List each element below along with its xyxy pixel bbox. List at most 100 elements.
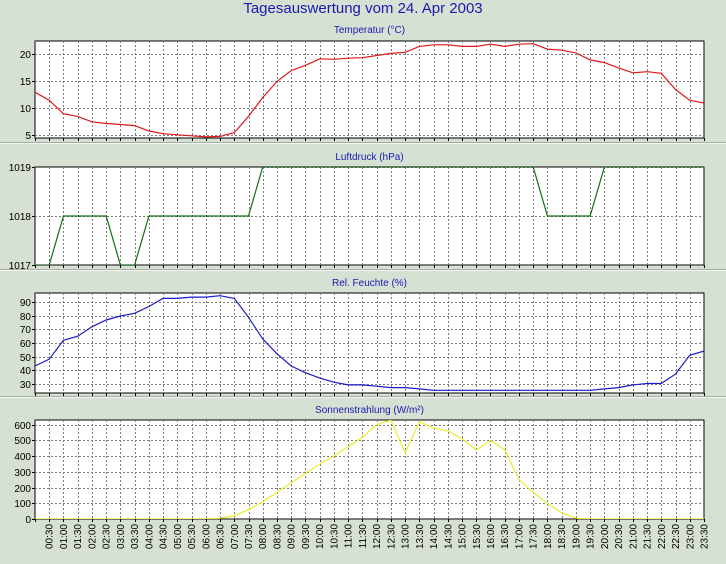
data-point bbox=[561, 215, 563, 217]
x-tick-label: 21:00 bbox=[628, 524, 639, 549]
data-point bbox=[290, 166, 292, 168]
y-tick-label: 30 bbox=[20, 380, 32, 391]
y-tick-label: 50 bbox=[20, 353, 32, 364]
data-point bbox=[276, 80, 278, 82]
data-point bbox=[361, 57, 363, 59]
data-point bbox=[77, 215, 79, 217]
y-tick-label: 70 bbox=[20, 325, 32, 336]
data-point bbox=[532, 166, 534, 168]
data-point bbox=[219, 215, 221, 217]
data-point bbox=[361, 436, 363, 438]
chart-2: Luftdruck (hPa) 1017 1018 1019 bbox=[9, 152, 705, 272]
x-tick-label: 15:00 bbox=[458, 524, 469, 549]
data-point bbox=[333, 58, 335, 60]
y-tick-label: 1018 bbox=[9, 212, 32, 223]
data-point bbox=[162, 215, 164, 217]
data-point bbox=[247, 508, 249, 510]
x-tick-label: 01:00 bbox=[59, 524, 70, 549]
x-tick-label: 10:30 bbox=[329, 524, 340, 549]
data-point bbox=[632, 166, 634, 168]
data-point bbox=[518, 166, 520, 168]
data-point bbox=[447, 389, 449, 391]
y-tick-label: 5 bbox=[25, 131, 31, 142]
data-point bbox=[148, 130, 150, 132]
x-tick-label: 11:30 bbox=[358, 524, 369, 549]
x-tick-label: 09:30 bbox=[301, 524, 312, 549]
data-point bbox=[660, 72, 662, 74]
y-tick-label: 300 bbox=[14, 468, 31, 479]
data-point bbox=[34, 91, 36, 93]
chart-3: Rel. Feuchte (%) 30 40 50 60 70 80 90 bbox=[20, 278, 705, 396]
x-tick-label: 19:30 bbox=[586, 524, 597, 549]
x-tick-label: 22:00 bbox=[657, 524, 668, 549]
data-point bbox=[404, 166, 406, 168]
data-point bbox=[219, 135, 221, 137]
data-point bbox=[361, 166, 363, 168]
series-line bbox=[35, 420, 704, 519]
x-tick-label: 21:30 bbox=[643, 524, 654, 549]
data-point bbox=[375, 54, 377, 56]
data-point bbox=[518, 43, 520, 45]
x-tick-label: 13:00 bbox=[401, 524, 412, 549]
x-tick-label: 18:30 bbox=[557, 524, 568, 549]
data-point bbox=[347, 57, 349, 59]
data-point bbox=[333, 381, 335, 383]
y-tick-label: 40 bbox=[20, 366, 32, 377]
y-tick-label: 500 bbox=[14, 436, 31, 447]
data-point bbox=[304, 64, 306, 66]
data-point bbox=[674, 88, 676, 90]
data-point bbox=[489, 43, 491, 45]
data-point bbox=[119, 315, 121, 317]
data-point bbox=[504, 449, 506, 451]
data-point bbox=[375, 385, 377, 387]
data-point bbox=[176, 297, 178, 299]
data-point bbox=[148, 305, 150, 307]
data-point bbox=[77, 335, 79, 337]
x-tick-label: 08:00 bbox=[258, 524, 269, 549]
data-point bbox=[48, 358, 50, 360]
data-point bbox=[489, 166, 491, 168]
data-point bbox=[418, 166, 420, 168]
data-point bbox=[233, 515, 235, 517]
data-point bbox=[475, 449, 477, 451]
data-point bbox=[660, 166, 662, 168]
data-point bbox=[290, 482, 292, 484]
y-tick-label: 20 bbox=[20, 50, 32, 61]
data-point bbox=[347, 166, 349, 168]
x-tick-label: 12:00 bbox=[372, 524, 383, 549]
chart-title: Sonnenstrahlung (W/m²) bbox=[315, 405, 424, 416]
x-tick-label: 19:00 bbox=[571, 524, 582, 549]
y-tick-label: 80 bbox=[20, 312, 32, 323]
chart-title: Luftdruck (hPa) bbox=[335, 152, 403, 163]
data-point bbox=[674, 166, 676, 168]
data-point bbox=[475, 166, 477, 168]
data-point bbox=[48, 99, 50, 101]
x-tick-label: 00:30 bbox=[45, 524, 56, 549]
data-point bbox=[589, 59, 591, 61]
x-axis-labels: 00:30 01:00 01:30 02:00 02:30 03:00 03:30 04:00… bbox=[45, 524, 711, 550]
data-point bbox=[219, 295, 221, 297]
data-point bbox=[404, 386, 406, 388]
data-point bbox=[447, 430, 449, 432]
data-point bbox=[247, 316, 249, 318]
data-point bbox=[162, 133, 164, 135]
x-tick-label: 02:30 bbox=[102, 524, 113, 549]
data-point bbox=[233, 297, 235, 299]
y-tick-label: 600 bbox=[14, 421, 31, 432]
x-tick-label: 07:00 bbox=[230, 524, 241, 549]
data-point bbox=[247, 215, 249, 217]
y-tick-label: 100 bbox=[14, 499, 31, 510]
x-tick-label: 17:00 bbox=[515, 524, 526, 549]
data-point bbox=[489, 439, 491, 441]
data-point bbox=[589, 389, 591, 391]
data-point bbox=[375, 166, 377, 168]
data-point bbox=[603, 388, 605, 390]
data-point bbox=[575, 389, 577, 391]
x-tick-label: 20:00 bbox=[600, 524, 611, 549]
data-point bbox=[432, 389, 434, 391]
data-point bbox=[276, 166, 278, 168]
data-point bbox=[617, 166, 619, 168]
data-point bbox=[133, 124, 135, 126]
x-tick-label: 23:30 bbox=[700, 524, 711, 549]
x-tick-label: 16:30 bbox=[500, 524, 511, 549]
